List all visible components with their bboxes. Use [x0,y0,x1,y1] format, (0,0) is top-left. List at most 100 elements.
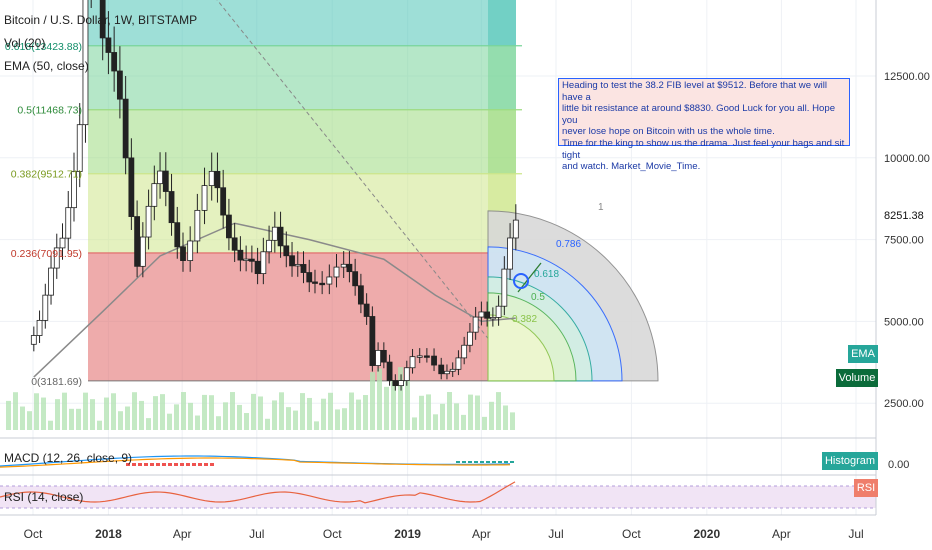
volume-bar [118,411,123,430]
candle [243,258,250,262]
macd-hist-bar [210,463,214,466]
volume-bar [405,376,410,430]
candle [403,367,410,381]
x-tick-label: Oct [24,527,43,541]
fib-retracement [88,0,523,382]
macd-hist-bar [198,463,202,466]
candle [214,170,221,189]
rsi-tag[interactable]: RSI [854,479,878,497]
volume-bar [90,399,95,430]
annotation-note[interactable]: Heading to test the 38.2 FIB level at $9… [558,78,850,172]
note-line: Heading to test the 38.2 FIB level at $9… [562,80,828,103]
macd-pane [0,437,876,476]
candle [145,205,152,238]
ema-tag[interactable]: EMA [848,345,878,363]
candle [369,316,376,366]
volume-bar [181,392,186,430]
x-tick-label: Jul [848,527,863,541]
volume-bar [412,417,417,430]
candle [53,247,60,269]
ema-indicator-label[interactable]: EMA (50, close) [4,59,89,73]
candle [59,237,66,249]
candle [467,331,473,346]
x-tick-label: Apr [173,527,192,541]
candle [294,264,301,267]
volume-bar [55,399,60,430]
volume-tag[interactable]: Volume [836,369,878,387]
volume-bar [27,411,32,430]
fib-arc-label: 0.618 [534,269,559,280]
macd-hist-bar [168,463,172,466]
volume-bar [475,395,480,430]
symbol-title: Bitcoin / U.S. Dollar, 1W, BITSTAMP [4,13,198,27]
candle [409,356,416,369]
volume-bar [314,421,319,430]
ema-path [33,222,516,378]
candle [346,263,353,273]
volume-bar [146,418,151,430]
x-tick-label: Oct [622,527,641,541]
histogram-tag[interactable]: Histogram [822,452,878,470]
volume-bars [6,367,515,430]
candle [380,349,387,363]
macd-hist-bar [456,461,460,463]
vol-indicator-label[interactable]: Vol (20) [4,36,46,50]
volume-bar [6,400,11,430]
candle [507,237,513,270]
macd-hist-bar [156,463,160,466]
volume-bar [244,413,249,430]
candle [340,263,347,268]
rsi-label[interactable]: RSI (14, close) [4,490,84,504]
candle [449,368,456,372]
candle [484,311,491,319]
candle [30,335,37,345]
volume-bar [160,394,165,430]
volume-bar [377,368,382,430]
candle [306,272,313,283]
candle [289,255,295,267]
axis-bg [876,0,932,550]
volume-bar [272,400,277,430]
volume-bar [335,409,340,430]
y-tick-label: 12500.00 [884,71,930,83]
macd-hist-bar [150,463,154,466]
y-tick-label: 10000.00 [884,153,930,165]
signal-line [0,457,511,468]
candle [76,124,83,172]
time-axis: Oct 2018 Apr Jul Oct 2019 Apr Jul Oct 2020 Apr Jul [24,527,864,541]
candle [162,170,169,192]
volume-bar [328,392,333,430]
candle [231,237,238,251]
macd-hist-bar [162,463,166,466]
volume-bar [489,401,494,430]
macd-label[interactable]: MACD (12, 26, close, 9) [4,451,133,465]
candle [283,245,290,257]
volume-bar [34,393,39,430]
candle [128,157,135,217]
candle [48,267,54,296]
candle [478,311,485,318]
volume-bar [356,399,361,430]
volume-bar [132,392,137,430]
fib-arc [487,314,555,382]
macd-hist-bar [480,461,484,463]
fib-labels: 1(19754.81)0.786(16208.16)0.618(13423.88… [5,41,82,388]
y-tick-label: 7500.00 [884,235,924,247]
x-tick-label: Oct [323,527,342,541]
macd-hist-bar [498,461,502,463]
candle [363,303,370,317]
candle [111,52,118,72]
fib-band [88,45,488,110]
fib-level-label: 0.236(7091.95) [11,248,82,260]
volume-bar [342,408,347,430]
candle [472,316,479,333]
candle [333,266,340,278]
volume-bar [83,392,88,430]
volume-bar [209,395,214,430]
candle [392,380,399,387]
candle [512,219,519,239]
y-tick-label: 5000.00 [884,316,924,328]
candle [139,236,146,267]
fib-arc-label: 0.5 [531,292,545,303]
